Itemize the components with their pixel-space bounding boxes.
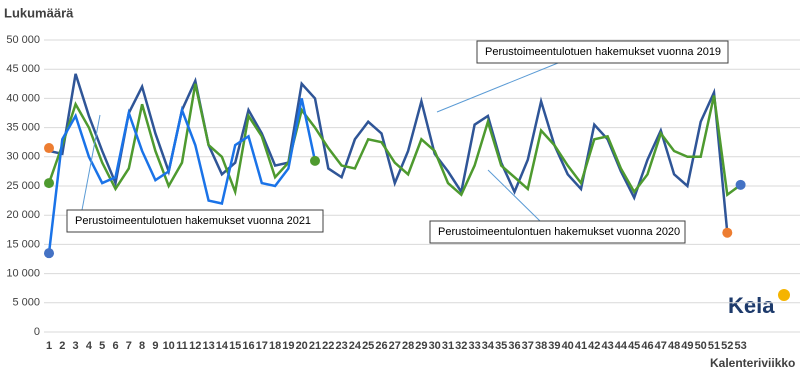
annotation-box bbox=[429, 220, 686, 244]
marker bbox=[735, 179, 746, 190]
marker bbox=[44, 143, 54, 154]
x-tick-label: 16 bbox=[242, 340, 254, 352]
x-tick-label: 50 bbox=[695, 340, 707, 352]
y-tick-label: 50 000 bbox=[6, 34, 40, 46]
leader-line bbox=[81, 114, 101, 211]
series-line bbox=[47, 98, 317, 254]
x-tick-label: 20 bbox=[296, 340, 308, 352]
marker bbox=[310, 155, 320, 166]
legend-label: Perustoimeentulotuen hakemukset vuonna 2… bbox=[485, 46, 721, 58]
x-tick-label: 17 bbox=[256, 340, 268, 352]
x-tick-label: 35 bbox=[495, 340, 507, 352]
marker bbox=[722, 227, 733, 238]
x-tick-label: 47 bbox=[655, 340, 667, 352]
logo-badge bbox=[778, 289, 790, 301]
x-tick-label: 13 bbox=[202, 340, 214, 352]
x-tick-label: 43 bbox=[601, 340, 613, 352]
x-tick-label: 49 bbox=[681, 340, 693, 352]
x-tick-label: 15 bbox=[229, 340, 241, 352]
x-tick-label: 11 bbox=[176, 340, 188, 352]
leader-line bbox=[436, 62, 559, 113]
x-tick-label: 36 bbox=[508, 340, 520, 352]
x-tick-label: 9 bbox=[152, 340, 158, 352]
x-tick-label: 31 bbox=[442, 340, 454, 352]
legend-label: Perustoimeentulotuen hakemukset vuonna 2… bbox=[75, 215, 311, 227]
x-tick-label: 19 bbox=[282, 340, 294, 352]
x-tick-label: 33 bbox=[468, 340, 480, 352]
x-tick-label: 6 bbox=[112, 340, 118, 352]
x-tick-label: 28 bbox=[402, 340, 414, 352]
legend-label: Perustoimeentulontuen hakemukset vuonna … bbox=[438, 226, 680, 238]
x-axis-title: Kalenteriviikko bbox=[710, 356, 795, 370]
x-tick-label: 52 bbox=[721, 340, 733, 352]
x-tick-label: 45 bbox=[628, 340, 640, 352]
x-tick-label: 32 bbox=[455, 340, 467, 352]
x-tick-label: 18 bbox=[269, 340, 281, 352]
marker bbox=[44, 178, 54, 189]
y-tick-label: 35 000 bbox=[6, 122, 40, 134]
x-tick-label: 34 bbox=[482, 340, 495, 352]
x-tick-label: 40 bbox=[562, 340, 574, 352]
x-tick-label: 46 bbox=[641, 340, 653, 352]
x-tick-label: 7 bbox=[126, 340, 132, 352]
x-tick-label: 37 bbox=[522, 340, 534, 352]
x-tick-label: 39 bbox=[548, 340, 560, 352]
x-tick-label: 4 bbox=[86, 340, 93, 352]
series-line bbox=[47, 83, 742, 198]
x-tick-label: 14 bbox=[216, 340, 229, 352]
x-tick-label: 21 bbox=[309, 340, 321, 352]
y-tick-label: 20 000 bbox=[6, 209, 40, 221]
logo: Kela bbox=[728, 293, 775, 318]
y-tick-label: 0 bbox=[34, 326, 40, 338]
annotation-box bbox=[66, 209, 324, 233]
y-tick-label: 10 000 bbox=[6, 268, 40, 280]
x-tick-label: 1 bbox=[46, 340, 52, 352]
x-tick-label: 53 bbox=[734, 340, 746, 352]
x-tick-label: 29 bbox=[415, 340, 427, 352]
x-tick-label: 12 bbox=[189, 340, 201, 352]
y-tick-label: 25 000 bbox=[6, 180, 40, 192]
x-tick-label: 42 bbox=[588, 340, 600, 352]
x-tick-label: 10 bbox=[163, 340, 175, 352]
x-tick-label: 3 bbox=[73, 340, 79, 352]
x-tick-label: 23 bbox=[335, 340, 347, 352]
x-tick-label: 38 bbox=[535, 340, 547, 352]
x-tick-label: 44 bbox=[615, 340, 628, 352]
x-tick-label: 27 bbox=[389, 340, 401, 352]
x-tick-label: 8 bbox=[139, 340, 145, 352]
x-tick-label: 5 bbox=[99, 340, 105, 352]
y-tick-label: 30 000 bbox=[6, 151, 40, 163]
y-tick-label: 45 000 bbox=[6, 63, 40, 75]
y-tick-label: 15 000 bbox=[6, 238, 40, 250]
annotation-box bbox=[476, 40, 729, 64]
marker bbox=[44, 248, 54, 259]
x-tick-label: 30 bbox=[429, 340, 441, 352]
x-tick-label: 48 bbox=[668, 340, 680, 352]
y-tick-label: 40 000 bbox=[6, 92, 40, 104]
x-tick-label: 24 bbox=[349, 340, 362, 352]
x-tick-label: 41 bbox=[575, 340, 587, 352]
x-tick-label: 2 bbox=[59, 340, 65, 352]
y-tick-label: 5 000 bbox=[12, 297, 40, 309]
x-tick-label: 51 bbox=[708, 340, 720, 352]
leader-line bbox=[487, 169, 541, 222]
y-axis-title: Lukumäärä bbox=[4, 5, 74, 20]
x-tick-label: 22 bbox=[322, 340, 334, 352]
x-tick-label: 25 bbox=[362, 340, 374, 352]
x-tick-label: 26 bbox=[375, 340, 387, 352]
